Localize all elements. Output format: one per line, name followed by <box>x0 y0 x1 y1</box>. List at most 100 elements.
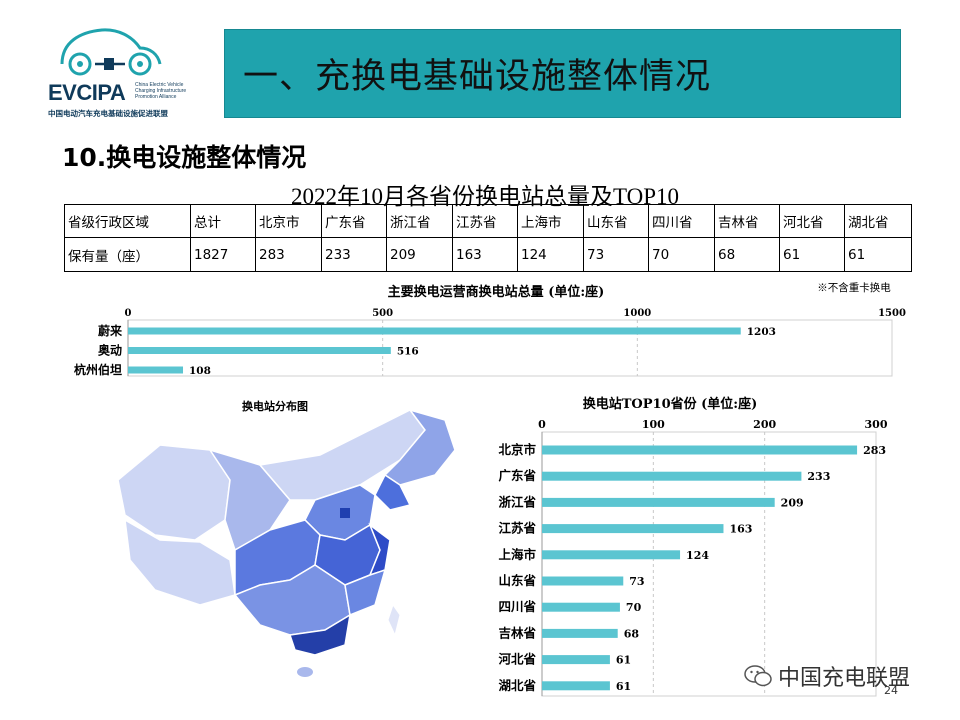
category-label: 四川省 <box>498 599 536 614</box>
table-cell: 北京市 <box>255 204 322 238</box>
section-title: 10.换电设施整体情况 <box>62 143 307 172</box>
chart-title: 主要换电运营商换电站总量 (单位:座) <box>388 284 605 300</box>
bar <box>542 524 724 534</box>
category-label: 浙江省 <box>498 494 536 509</box>
chart-title: 换电站TOP10省份 (单位:座) <box>583 396 758 412</box>
logo-chinese-name: 中国电动汽车充电基础设施促进联盟 <box>48 109 168 118</box>
data-label: 516 <box>397 346 419 358</box>
map-region <box>387 603 401 637</box>
data-label: 209 <box>781 496 804 509</box>
bar <box>542 471 802 481</box>
table-cell: 233 <box>321 237 387 272</box>
category-label: 上海市 <box>498 547 536 562</box>
table-cell: 61 <box>779 237 845 272</box>
wechat-icon <box>744 665 772 687</box>
bar <box>542 576 624 586</box>
tick-label: 100 <box>642 418 665 431</box>
logo-subtitle: China Electric Vehicle Charging Infrastr… <box>135 82 187 100</box>
chart-note: ※不含重卡换电 <box>817 281 891 294</box>
tick-label: 300 <box>865 418 888 431</box>
tick-label: 200 <box>753 418 776 431</box>
table-cell: 68 <box>714 237 780 272</box>
page-title: 一、充换电基础设施整体情况 <box>243 57 712 97</box>
operator-bar-chart: 主要换电运营商换电站总量 (单位:座) ※不含重卡换电 0 500 1000 1500… <box>74 281 906 377</box>
bar <box>542 602 620 612</box>
map-region <box>297 667 313 677</box>
category-label: 奥动 <box>98 343 122 358</box>
station-distribution-map: 换电站分布图 <box>117 399 456 677</box>
top10-province-bar-chart: 换电站TOP10省份 (单位:座) 0 100 200 300 北京市 283 广东省 233… <box>498 396 888 697</box>
category-label: 湖北省 <box>498 678 536 693</box>
table-cell: 124 <box>517 237 584 272</box>
evcipa-logo: EVCIPA China Electric Vehicle Charging I… <box>40 22 220 122</box>
data-label: 124 <box>686 549 709 562</box>
data-label: 61 <box>616 680 631 693</box>
table-cell: 70 <box>648 237 715 272</box>
table-row: 保有量（座） 1827 283 233 209 163 124 73 70 68… <box>64 237 912 272</box>
bar <box>128 327 741 335</box>
tick-label: 0 <box>538 418 546 431</box>
category-label: 山东省 <box>498 573 536 588</box>
tick-label: 1500 <box>878 308 906 319</box>
wechat-watermark: 中国充电联盟 <box>744 660 910 692</box>
table-cell: 广东省 <box>321 204 387 238</box>
page-number: 24 <box>884 684 898 697</box>
map-region <box>289 613 352 656</box>
table-cell: 省级行政区域 <box>64 204 191 238</box>
map-title: 换电站分布图 <box>242 399 308 413</box>
tick-label: 0 <box>125 308 132 319</box>
category-label: 杭州伯坦 <box>74 362 122 377</box>
data-label: 283 <box>863 444 886 457</box>
table-cell: 江苏省 <box>452 204 518 238</box>
table-cell: 73 <box>583 237 649 272</box>
header-bar: 一、充换电基础设施整体情况 <box>224 29 901 118</box>
bar <box>542 550 681 560</box>
table-cell: 163 <box>452 237 518 272</box>
category-label: 河北省 <box>498 652 536 667</box>
data-label: 70 <box>626 601 642 614</box>
data-label: 233 <box>807 470 830 483</box>
category-label: 广东省 <box>498 468 536 483</box>
table-cell: 总计 <box>190 204 256 238</box>
table-cell: 上海市 <box>517 204 584 238</box>
map-region <box>374 473 412 511</box>
watermark-text: 中国充电联盟 <box>778 666 911 691</box>
car-plug-logo-icon <box>60 28 162 76</box>
data-label: 61 <box>616 654 631 667</box>
data-label: 108 <box>189 365 211 377</box>
tick-label: 1000 <box>623 308 651 319</box>
category-label: 江苏省 <box>498 521 536 536</box>
table-cell: 四川省 <box>648 204 715 238</box>
table-cell: 1827 <box>190 237 256 272</box>
tick-label: 500 <box>372 308 393 319</box>
data-label: 163 <box>729 523 752 536</box>
table-cell: 河北省 <box>779 204 845 238</box>
map-region <box>340 508 350 518</box>
table-cell: 283 <box>255 237 322 272</box>
category-label: 北京市 <box>498 442 536 457</box>
bar <box>128 366 184 374</box>
bar <box>542 628 618 638</box>
province-table: 省级行政区域 总计 北京市 广东省 浙江省 江苏省 上海市 山东省 四川省 吉林… <box>64 204 912 272</box>
logo-brand: EVCIPA <box>48 80 126 105</box>
category-label: 吉林省 <box>498 625 536 640</box>
table-cell: 61 <box>844 237 912 272</box>
data-label: 68 <box>624 627 640 640</box>
bar <box>128 347 391 354</box>
bar <box>542 445 858 455</box>
table-cell: 浙江省 <box>386 204 453 238</box>
bar <box>542 681 610 691</box>
table-cell: 山东省 <box>583 204 649 238</box>
table-cell: 吉林省 <box>714 204 780 238</box>
china-map: 换电站分布图 <box>100 390 480 690</box>
bar <box>542 655 610 665</box>
bar <box>542 497 775 507</box>
map-region <box>344 568 387 617</box>
data-label: 1203 <box>747 326 776 338</box>
table-row: 省级行政区域 总计 北京市 广东省 浙江省 江苏省 上海市 山东省 四川省 吉林… <box>64 204 912 238</box>
table-cell: 湖北省 <box>844 204 912 238</box>
data-label: 73 <box>629 575 644 588</box>
table-cell: 保有量（座） <box>64 237 191 272</box>
table-cell: 209 <box>386 237 453 272</box>
category-label: 蔚来 <box>98 323 123 338</box>
